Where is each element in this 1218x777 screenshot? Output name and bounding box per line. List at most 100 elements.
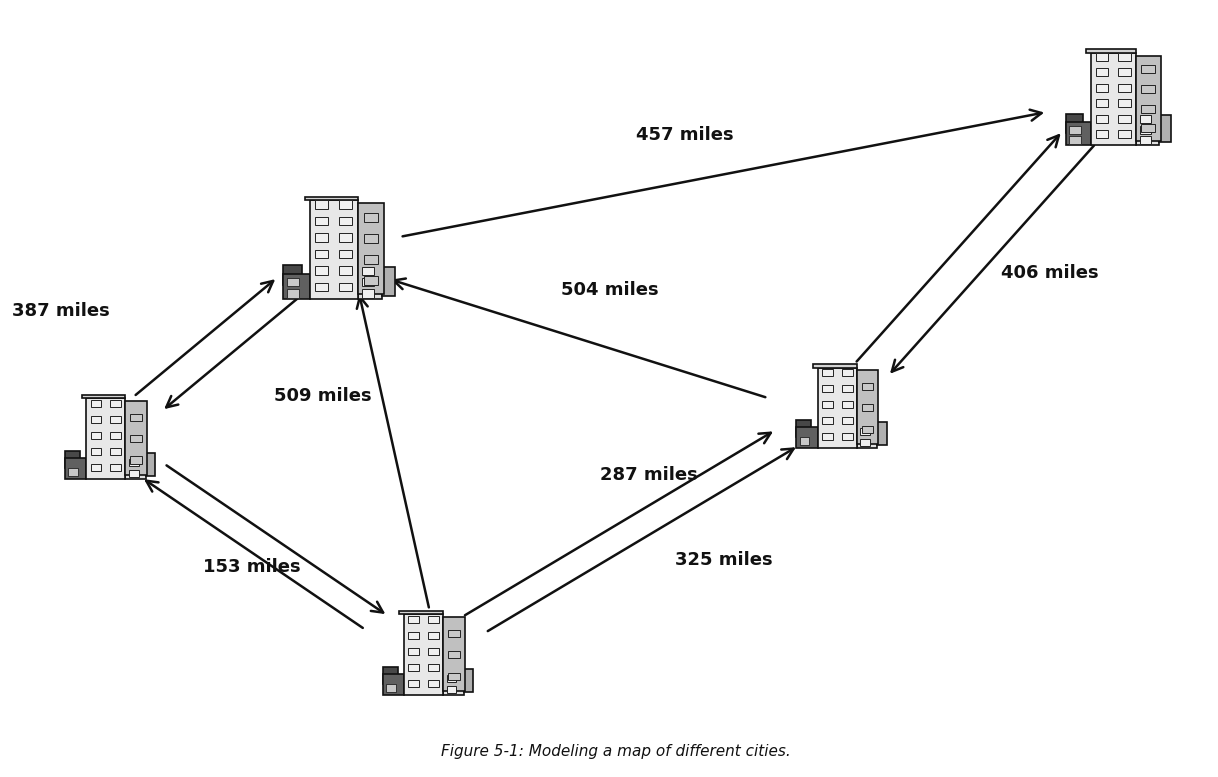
Bar [842, 401, 853, 408]
Bar [1141, 105, 1155, 113]
Bar [1096, 68, 1108, 76]
Bar [1118, 68, 1130, 76]
Bar [1135, 56, 1161, 141]
Bar [382, 267, 395, 295]
Bar [110, 432, 121, 439]
Bar [315, 233, 329, 242]
Text: 287 miles: 287 miles [600, 466, 698, 484]
Bar [1158, 115, 1170, 142]
Bar [1140, 126, 1151, 134]
Bar [339, 249, 352, 258]
Text: 504 miles: 504 miles [560, 280, 658, 298]
Bar [315, 200, 329, 209]
Bar [822, 417, 833, 424]
Bar [339, 233, 352, 242]
Bar [315, 267, 329, 274]
Text: 509 miles: 509 miles [274, 387, 371, 406]
Bar [448, 651, 459, 658]
Bar [822, 385, 833, 392]
Bar [90, 464, 101, 472]
Bar [1069, 136, 1080, 144]
Text: 325 miles: 325 miles [675, 551, 772, 569]
Bar [448, 629, 459, 637]
Bar [447, 674, 457, 682]
Bar [339, 267, 352, 274]
Bar [1066, 122, 1091, 145]
Bar [1135, 113, 1158, 145]
Bar [443, 617, 464, 691]
Bar [315, 283, 329, 291]
Bar [443, 667, 464, 695]
Bar [1118, 115, 1130, 123]
Bar [339, 200, 352, 209]
Bar [90, 416, 101, 423]
Bar [110, 399, 121, 407]
Bar [1118, 130, 1130, 138]
Bar [408, 664, 419, 671]
Bar [362, 278, 374, 286]
Bar [428, 680, 438, 688]
Bar [86, 399, 125, 479]
Bar [358, 204, 385, 294]
Bar [856, 370, 878, 444]
Bar [110, 416, 121, 423]
Bar [797, 420, 811, 437]
Bar [856, 420, 877, 448]
Bar [1086, 50, 1135, 53]
Bar [386, 685, 396, 692]
Bar [1096, 84, 1108, 92]
Bar [363, 235, 379, 243]
Bar [110, 464, 121, 472]
Bar [877, 422, 887, 445]
Bar [286, 289, 298, 298]
Bar [125, 401, 146, 475]
Bar [1118, 99, 1130, 107]
Bar [842, 369, 853, 376]
Bar [861, 383, 873, 390]
Bar [1096, 115, 1108, 123]
Bar [382, 674, 404, 695]
Bar [860, 439, 870, 446]
Bar [861, 404, 873, 411]
Bar [428, 632, 438, 639]
Bar [1140, 115, 1151, 123]
Bar [309, 200, 358, 299]
Bar [1096, 130, 1108, 138]
Bar [408, 632, 419, 639]
Bar [90, 399, 101, 407]
Text: 387 miles: 387 miles [12, 302, 111, 320]
Bar [363, 214, 379, 222]
Text: 457 miles: 457 miles [636, 127, 734, 145]
Bar [428, 664, 438, 671]
Bar [304, 197, 358, 200]
Bar [339, 217, 352, 225]
Bar [130, 413, 141, 421]
Bar [1091, 53, 1135, 145]
Bar [362, 267, 374, 275]
Bar [315, 249, 329, 258]
Bar [1141, 124, 1155, 132]
Bar [130, 435, 141, 442]
Bar [65, 458, 86, 479]
Bar [68, 469, 78, 476]
Bar [448, 673, 459, 680]
Bar [283, 265, 302, 285]
Bar [363, 277, 379, 285]
Bar [428, 648, 438, 655]
Bar [818, 368, 856, 448]
Bar [90, 448, 101, 455]
Bar [842, 385, 853, 392]
Bar [1096, 53, 1108, 61]
Bar [363, 256, 379, 264]
Bar [358, 265, 382, 299]
Bar [842, 433, 853, 441]
Bar [1118, 53, 1130, 61]
Bar [146, 452, 156, 476]
Bar [65, 451, 80, 468]
Bar [842, 417, 853, 424]
Text: Figure 5-1: Modeling a map of different cities.: Figure 5-1: Modeling a map of different … [441, 744, 790, 759]
Bar [814, 364, 856, 368]
Bar [408, 615, 419, 623]
Bar [315, 217, 329, 225]
Bar [861, 426, 873, 433]
